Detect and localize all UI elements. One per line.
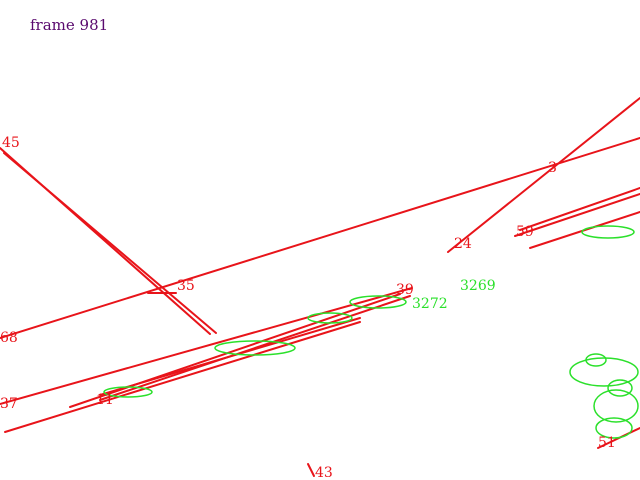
feature-cluster <box>593 389 639 423</box>
feature-cluster <box>214 340 296 356</box>
track-line <box>529 211 640 249</box>
track-line <box>514 193 640 237</box>
feature-cluster <box>595 417 633 439</box>
track-line <box>3 152 217 334</box>
feature-cluster <box>349 295 407 309</box>
feature-id-label: 3269 <box>460 278 496 294</box>
track-line <box>307 463 315 477</box>
frame-label: frame 981 <box>30 16 108 34</box>
feature-cluster <box>569 357 639 387</box>
feature-cluster <box>581 225 635 239</box>
track-line <box>447 97 640 253</box>
track-line <box>99 295 411 401</box>
feature-cluster <box>607 379 633 397</box>
track-id-label: 43 <box>315 465 333 480</box>
track-id-label: 51 <box>598 435 616 451</box>
track-id-label: 37 <box>0 396 18 412</box>
track-lines <box>0 97 640 477</box>
track-id-label: 24 <box>454 236 472 252</box>
feature-id-labels: 3269 3272 <box>412 278 496 312</box>
feature-clusters <box>103 225 639 439</box>
feature-cluster <box>307 312 353 324</box>
track-id-label: 35 <box>177 278 195 294</box>
feature-cluster <box>585 353 607 367</box>
track-line <box>519 187 640 231</box>
track-line <box>4 321 361 433</box>
feature-cluster <box>103 386 153 398</box>
track-id-label: 11 <box>96 392 114 408</box>
track-id-label: 3 <box>548 160 557 176</box>
track-line <box>0 137 640 339</box>
track-line <box>0 287 413 405</box>
track-id-label: 45 <box>2 135 20 151</box>
track-id-label: 68 <box>0 330 18 346</box>
track-id-labels: 45 3 24 59 35 39 68 37 11 43 51 <box>0 135 616 480</box>
feature-id-label: 3272 <box>412 296 448 312</box>
track-line <box>99 317 361 396</box>
track-id-label: 59 <box>516 224 534 240</box>
track-id-label: 39 <box>396 282 414 298</box>
